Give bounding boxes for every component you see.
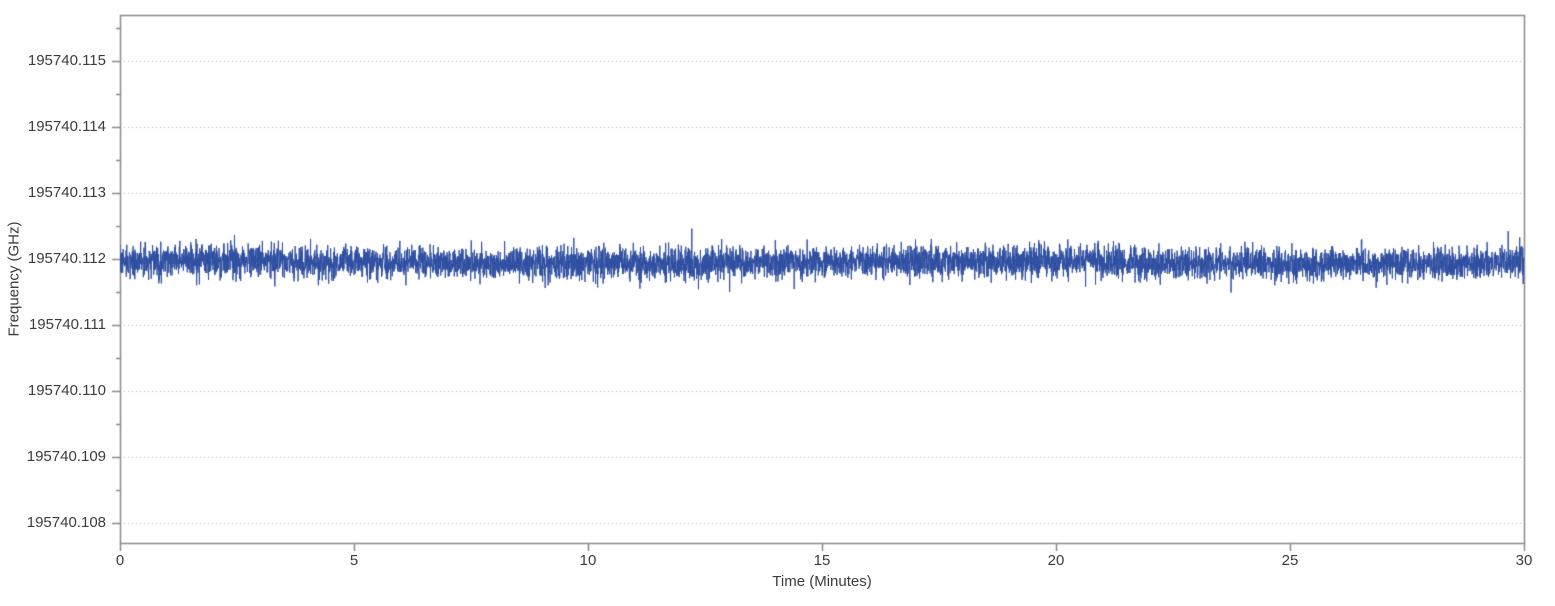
x-tick-label: 20 [1047, 552, 1065, 569]
x-tick-label: 5 [349, 552, 359, 569]
y-tick-label: 195740.111 [28, 316, 106, 334]
y-tick-label: 195740.109 [26, 448, 106, 466]
x-tick-label: 30 [1515, 552, 1533, 569]
y-tick-label: 195740.108 [26, 514, 106, 532]
x-axis-title: Time (Minutes) [772, 573, 872, 590]
x-tick-label: 0 [115, 552, 125, 569]
y-axis-title: Frequency (GHz) [5, 221, 23, 337]
x-tick-label: 15 [813, 552, 831, 569]
x-tick-label: 10 [579, 552, 597, 569]
y-tick-label: 195740.110 [27, 382, 106, 400]
y-tick-label: 195740.115 [27, 52, 106, 70]
y-tick-label: 195740.112 [27, 250, 106, 268]
y-tick-label: 195740.114 [27, 118, 106, 136]
x-tick-label: 25 [1281, 552, 1299, 569]
y-tick-label: 195740.113 [27, 184, 106, 202]
